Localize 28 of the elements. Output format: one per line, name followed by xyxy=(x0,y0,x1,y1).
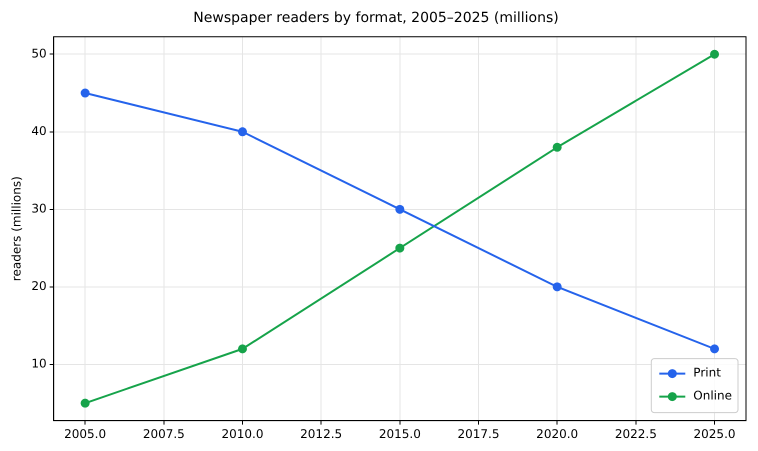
y-tick-label: 20 xyxy=(31,278,47,293)
x-tick-label: 2020.0 xyxy=(536,426,578,441)
y-tick-label: 30 xyxy=(31,201,47,216)
x-tick-label: 2025.0 xyxy=(694,426,736,441)
y-tick-label: 10 xyxy=(31,356,47,371)
x-tick-label: 2005.0 xyxy=(64,426,106,441)
x-tick-label: 2015.0 xyxy=(378,426,421,441)
legend-label: Print xyxy=(693,366,722,380)
point xyxy=(238,344,247,354)
y-axis-title: readers (millions) xyxy=(9,176,24,282)
y-tick-label: 40 xyxy=(31,124,47,138)
point xyxy=(395,244,404,253)
point xyxy=(80,398,90,408)
point xyxy=(552,282,562,292)
x-tick-label: 2017.5 xyxy=(458,426,500,441)
point xyxy=(710,344,720,354)
chart-title: Newspaper readers by format, 2005–2025 (millions) xyxy=(193,10,559,26)
point xyxy=(552,142,562,152)
point xyxy=(710,50,720,59)
x-tick-label: 2022.5 xyxy=(614,426,657,441)
point xyxy=(80,88,90,98)
y-tick-label: 50 xyxy=(31,46,47,60)
x-tick-label: 2007.5 xyxy=(142,426,185,441)
x-tick-label: 2010.0 xyxy=(221,426,264,441)
point xyxy=(395,204,404,214)
x-tick-label: 2012.5 xyxy=(300,426,342,441)
point xyxy=(238,127,247,136)
legend-label: Online xyxy=(693,388,732,403)
